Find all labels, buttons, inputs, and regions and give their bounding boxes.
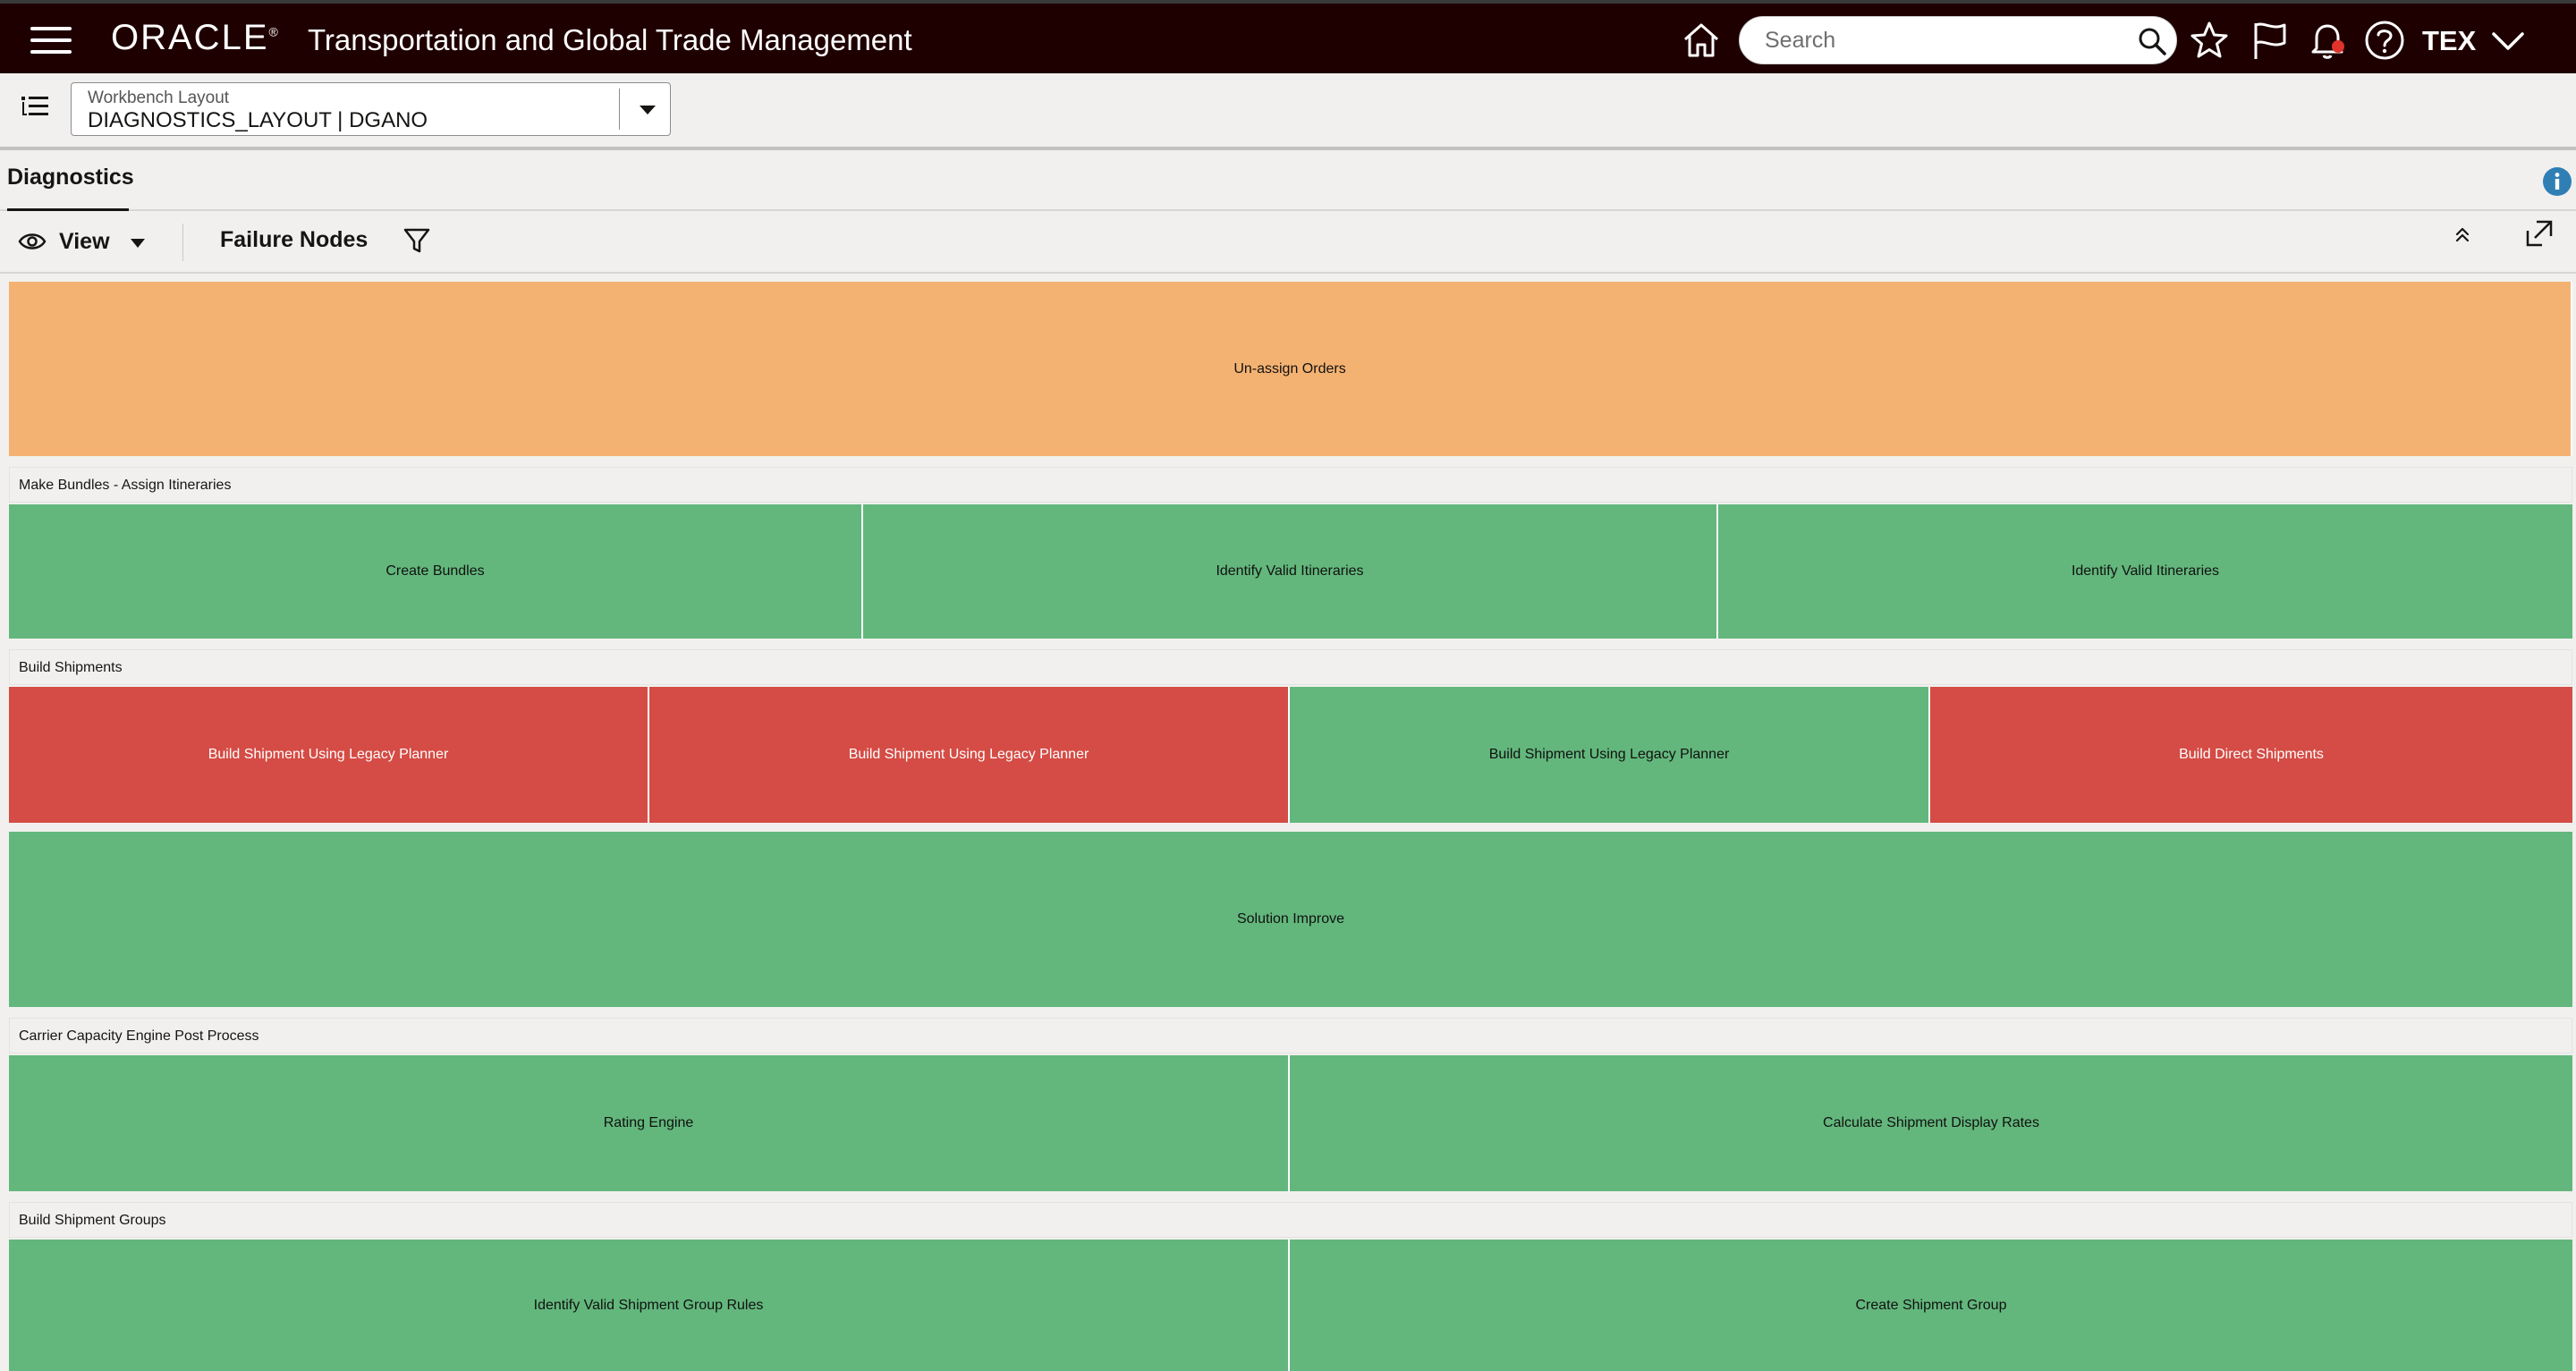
workbench-layout-select[interactable]: Workbench Layout DIAGNOSTICS_LAYOUT | DG…: [71, 82, 671, 136]
layout-row: Workbench Layout DIAGNOSTICS_LAYOUT | DG…: [0, 73, 2576, 147]
node-label: Create Bundles: [386, 563, 485, 579]
tab-diagnostics[interactable]: Diagnostics: [7, 165, 134, 211]
node-label: Un-assign Orders: [1233, 360, 1346, 377]
tab-strip: Diagnostics: [0, 147, 2576, 211]
star-icon[interactable]: [2188, 20, 2231, 61]
diagnostics-treemap: Un-assign Orders Make Bundles - Assign I…: [9, 279, 2572, 1371]
chevron-down-icon[interactable]: [2490, 25, 2526, 55]
search-icon[interactable]: [2137, 26, 2167, 56]
node-identify-valid-itineraries[interactable]: Identify Valid Itineraries: [1718, 504, 2572, 639]
collapse-icon[interactable]: [2453, 225, 2472, 245]
popout-icon[interactable]: [2524, 218, 2555, 249]
node-label: Solution Improve: [1236, 911, 1345, 927]
eye-icon: [18, 233, 47, 250]
caret-down-icon[interactable]: [637, 103, 658, 117]
filter-icon[interactable]: [402, 226, 431, 255]
node-label: Create Shipment Group: [1855, 1297, 2007, 1313]
flag-icon[interactable]: [2249, 20, 2292, 61]
list-icon[interactable]: [20, 93, 50, 120]
node-create-bundles[interactable]: Create Bundles: [9, 504, 863, 639]
node-label: Identify Valid Itineraries: [2071, 563, 2220, 579]
node-solution-improve[interactable]: Solution Improve: [9, 832, 2572, 1007]
node-build-shipment-legacy[interactable]: Build Shipment Using Legacy Planner: [649, 687, 1290, 823]
workbench-layout-label: Workbench Layout: [88, 89, 230, 107]
toolbar-separator: [182, 224, 183, 261]
node-label: Rating Engine: [603, 1115, 694, 1130]
view-menu-button[interactable]: View: [18, 222, 152, 263]
help-icon[interactable]: [2363, 20, 2406, 61]
node-create-shipment-group[interactable]: Create Shipment Group: [1290, 1240, 2572, 1371]
search-box[interactable]: [1739, 16, 2177, 64]
info-icon[interactable]: [2542, 166, 2572, 197]
node-identify-valid-shipment-group-rules[interactable]: Identify Valid Shipment Group Rules: [9, 1240, 1290, 1371]
group-header-make-bundles: Make Bundles - Assign Itineraries: [9, 467, 2572, 503]
workbench-layout-value: DIAGNOSTICS_LAYOUT | DGANO: [88, 108, 428, 132]
oracle-logo: ORACLE®: [111, 18, 280, 57]
node-build-shipment-legacy[interactable]: Build Shipment Using Legacy Planner: [1290, 687, 1930, 823]
menu-icon[interactable]: [30, 27, 72, 55]
node-label: Identify Valid Itineraries: [1216, 563, 1364, 579]
node-build-direct-shipments[interactable]: Build Direct Shipments: [1930, 687, 2572, 823]
select-divider: [619, 89, 620, 130]
node-identify-valid-itineraries[interactable]: Identify Valid Itineraries: [863, 504, 1718, 639]
search-input[interactable]: [1765, 17, 2123, 63]
bell-icon[interactable]: [2306, 20, 2349, 61]
home-icon[interactable]: [1680, 20, 1723, 61]
node-calculate-shipment-display-rates[interactable]: Calculate Shipment Display Rates: [1290, 1055, 2572, 1191]
node-rating-engine[interactable]: Rating Engine: [9, 1055, 1290, 1191]
toolbar: View Failure Nodes: [0, 211, 2576, 274]
node-label: Build Direct Shipments: [2179, 747, 2324, 762]
group-header-build-shipments: Build Shipments: [9, 649, 2572, 685]
user-name[interactable]: TEX: [2422, 25, 2477, 56]
node-label: Build Shipment Using Legacy Planner: [1488, 747, 1730, 762]
node-label: Calculate Shipment Display Rates: [1823, 1115, 2039, 1130]
group-header-build-shipment-groups: Build Shipment Groups: [9, 1202, 2572, 1238]
caret-down-icon: [131, 239, 145, 248]
node-label: Build Shipment Using Legacy Planner: [208, 747, 449, 762]
node-label: Build Shipment Using Legacy Planner: [848, 747, 1089, 762]
app-title: Transportation and Global Trade Manageme…: [308, 23, 912, 56]
group-header-carrier-capacity: Carrier Capacity Engine Post Process: [9, 1018, 2572, 1054]
failure-nodes-toggle[interactable]: Failure Nodes: [220, 227, 369, 252]
node-build-shipment-legacy[interactable]: Build Shipment Using Legacy Planner: [9, 687, 649, 823]
node-label: Identify Valid Shipment Group Rules: [533, 1297, 764, 1313]
node-unassign-orders[interactable]: Un-assign Orders: [9, 282, 2572, 456]
view-label: View: [59, 229, 110, 254]
top-bar: ORACLE® Transportation and Global Trade …: [0, 0, 2576, 73]
